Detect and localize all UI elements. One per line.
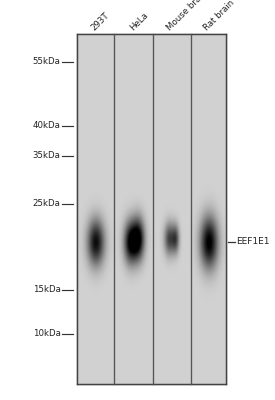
Text: 15kDa: 15kDa bbox=[33, 286, 60, 294]
Text: EEF1E1: EEF1E1 bbox=[236, 238, 270, 246]
Text: 293T: 293T bbox=[89, 10, 111, 32]
Text: 40kDa: 40kDa bbox=[33, 122, 60, 130]
Text: Mouse brain: Mouse brain bbox=[166, 0, 209, 32]
Bar bbox=[191, 34, 226, 384]
Text: 35kDa: 35kDa bbox=[33, 152, 60, 160]
Text: 10kDa: 10kDa bbox=[33, 330, 60, 338]
Text: HeLa: HeLa bbox=[128, 10, 150, 32]
Bar bbox=[114, 34, 153, 384]
Bar bbox=[77, 34, 114, 384]
Text: Rat brain: Rat brain bbox=[202, 0, 236, 32]
Text: 55kDa: 55kDa bbox=[33, 58, 60, 66]
Text: 25kDa: 25kDa bbox=[33, 200, 60, 208]
Bar bbox=[77, 34, 226, 384]
Bar bbox=[153, 34, 191, 384]
